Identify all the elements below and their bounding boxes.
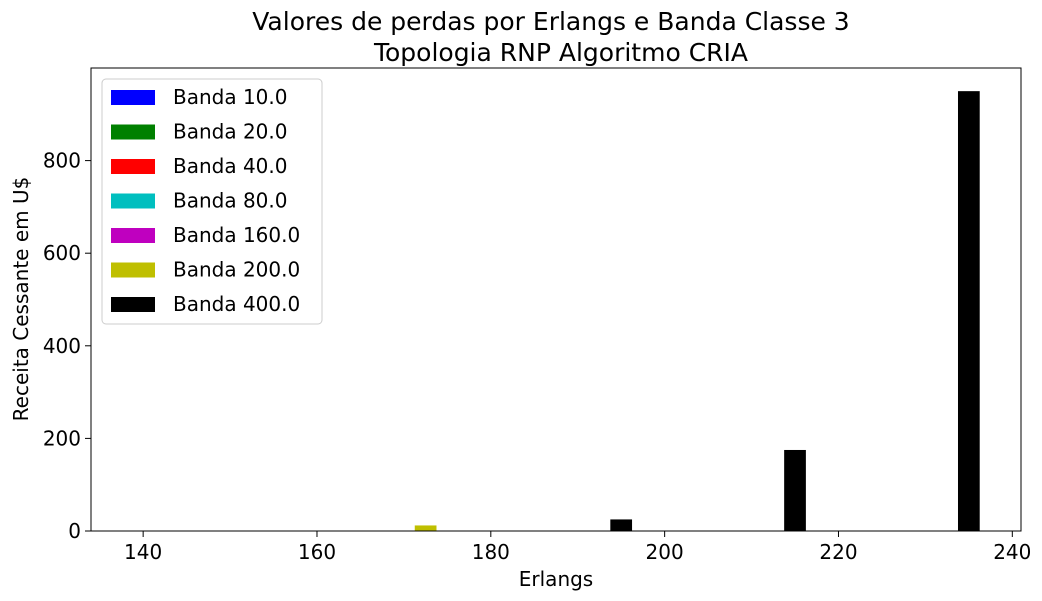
x-tick-label: 160 <box>298 540 336 564</box>
bar-banda-400-0-220 <box>784 449 806 531</box>
x-tick-label: 240 <box>993 540 1031 564</box>
bars-group <box>414 91 980 532</box>
chart-title-line2: Topologia RNP Algoritmo CRIA <box>373 38 748 67</box>
x-axis-label: Erlangs <box>519 567 593 591</box>
legend-label: Banda 80.0 <box>173 189 288 213</box>
legend-swatch-banda-40-0 <box>111 159 155 174</box>
y-tick-label: 200 <box>43 426 81 450</box>
x-ticks-group: 140 160 180 200 220 240 <box>124 531 1031 564</box>
x-tick-label: 200 <box>646 540 684 564</box>
bar-banda-400-0-240 <box>957 91 980 532</box>
y-ticks-group: 0 200 400 600 800 <box>43 149 91 543</box>
y-tick-label: 600 <box>43 241 81 265</box>
legend-label: Banda 20.0 <box>173 120 288 144</box>
plot-frame <box>90 67 1022 532</box>
legend-swatch-banda-400-0 <box>111 297 155 312</box>
x-tick-label: 180 <box>472 540 510 564</box>
legend-frame <box>101 78 323 325</box>
y-axis-label: Receita Cessante em U$ <box>9 177 33 422</box>
legend-label: Banda 400.0 <box>173 292 300 316</box>
x-tick-label: 220 <box>819 540 857 564</box>
y-tick-label: 800 <box>43 149 81 173</box>
x-tick-label: 140 <box>124 540 162 564</box>
legend-label: Banda 10.0 <box>173 85 288 109</box>
bar-banda-200-0-180 <box>414 525 437 531</box>
legend-swatch-banda-160-0 <box>111 228 155 243</box>
y-tick-label: 400 <box>43 334 81 358</box>
y-tick-label: 0 <box>68 519 81 543</box>
legend-swatch-banda-80-0 <box>111 193 155 209</box>
legend-swatch-banda-10-0 <box>111 90 155 105</box>
legend-swatch-banda-20-0 <box>111 124 155 140</box>
legend: Banda 10.0 Banda 20.0 Banda 40.0 Banda 80.0… <box>101 78 323 325</box>
legend-label: Banda 160.0 <box>173 223 300 247</box>
legend-swatch-banda-200-0 <box>111 262 155 278</box>
bar-banda-400-0-200 <box>610 519 633 531</box>
legend-label: Banda 200.0 <box>173 258 300 282</box>
legend-label: Banda 40.0 <box>173 154 288 178</box>
chart-title-line1: Valores de perdas por Erlangs e Banda Cl… <box>252 7 849 36</box>
